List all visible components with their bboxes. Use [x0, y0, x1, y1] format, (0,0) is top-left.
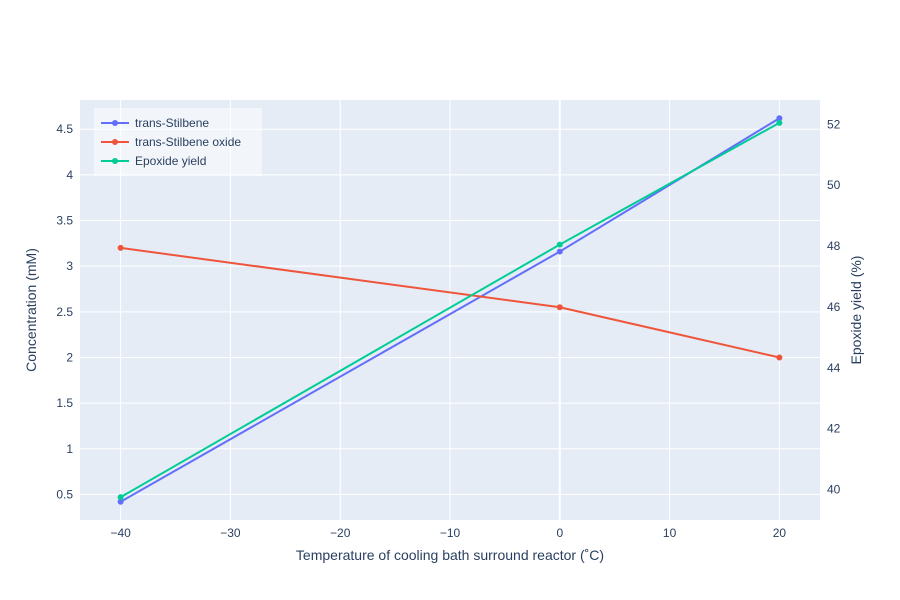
- legend-item[interactable]: Epoxide yield: [101, 154, 206, 168]
- y2-tick-label: 50: [827, 178, 841, 192]
- data-point: [117, 498, 124, 505]
- legend-label: trans-Stilbene oxide: [135, 135, 241, 149]
- y-tick-label: 4: [66, 168, 73, 182]
- legend-item[interactable]: trans-Stilbene oxide: [101, 135, 241, 149]
- data-point: [117, 494, 124, 501]
- x-tick-label: −20: [330, 526, 351, 540]
- series-layer: [117, 115, 783, 505]
- y-tick-label: 3.5: [56, 214, 73, 228]
- legend-swatch-marker: [112, 158, 118, 164]
- series-1: [117, 244, 783, 361]
- y2-tick-label: 48: [827, 239, 841, 253]
- legend-label: trans-Stilbene: [135, 116, 209, 130]
- y-tick-label: 3: [66, 259, 73, 273]
- y-tick-label: 1: [66, 442, 73, 456]
- y2-tick-label: 46: [827, 300, 841, 314]
- x-tick-label: 20: [773, 526, 787, 540]
- data-point: [776, 354, 783, 361]
- legend: trans-Stilbene trans-Stilbene oxide Epoxid…: [94, 108, 262, 176]
- data-point: [556, 241, 563, 248]
- legend-swatch-marker: [112, 120, 118, 126]
- x-axis-title: Temperature of cooling bath surround rea…: [296, 547, 604, 563]
- series-2: [117, 119, 783, 501]
- y-tick-label: 4.5: [56, 122, 73, 136]
- y2-tick-label: 52: [827, 117, 841, 131]
- legend-label: Epoxide yield: [135, 154, 206, 168]
- x-tick-label: 0: [556, 526, 563, 540]
- y2-tick-label: 44: [827, 361, 841, 375]
- data-point: [117, 244, 124, 251]
- data-point: [556, 248, 563, 255]
- y2-tick-label: 42: [827, 422, 841, 436]
- y-tick-label: 0.5: [56, 487, 73, 501]
- x-tick-label: 10: [663, 526, 677, 540]
- y-tick-label: 2: [66, 350, 73, 364]
- x-tick-label: −40: [110, 526, 131, 540]
- data-point: [776, 115, 783, 122]
- y-tick-label: 1.5: [56, 396, 73, 410]
- y-axis-ticks: 0.5 1 1.5 2 2.5 3 3.5 4 4.5: [56, 122, 73, 501]
- x-tick-label: −30: [220, 526, 241, 540]
- x-axis-ticks: −40 −30 −20 −10 0 10 20: [110, 526, 786, 540]
- legend-item[interactable]: trans-Stilbene: [101, 116, 209, 130]
- y2-axis-title: Epoxide yield (%): [848, 256, 864, 365]
- legend-swatch-marker: [112, 139, 118, 145]
- y-axis-title: Concentration (mM): [23, 248, 39, 372]
- y-tick-label: 2.5: [56, 305, 73, 319]
- y2-tick-label: 40: [827, 483, 841, 497]
- y2-axis-ticks: 40 42 44 46 48 50 52: [827, 117, 841, 496]
- data-point: [556, 304, 563, 311]
- x-tick-label: −10: [440, 526, 461, 540]
- data-point: [776, 119, 783, 126]
